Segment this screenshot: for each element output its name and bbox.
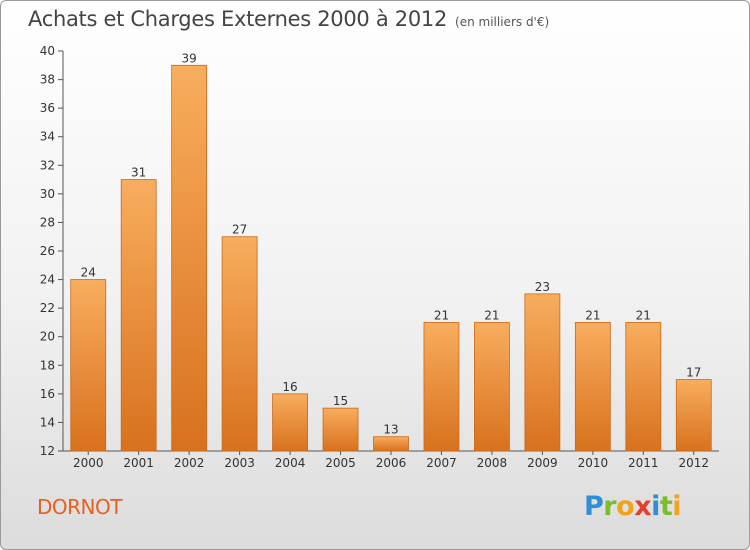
logo-letter: x [634,491,651,522]
y-tick-label: 16 [40,387,55,401]
y-tick-label: 38 [40,73,55,87]
bar [424,322,459,451]
labels: 24 2000 31 2001 39 2002 27 2003 16 2004 15 2005 13 20… [73,51,709,470]
bar-value-label: 21 [636,308,651,322]
x-tick-label: 2001 [123,456,154,470]
x-tick-label: 2003 [224,456,255,470]
bar-value-label: 17 [686,366,701,380]
bar-value-label: 39 [182,51,197,65]
x-tick-label: 2006 [376,456,407,470]
logo-letter: P [584,491,603,522]
x-tick-label: 2005 [325,456,356,470]
y-tick-label: 34 [40,130,55,144]
y-tick-label: 20 [40,330,55,344]
bar [222,237,257,451]
bar [676,380,711,451]
bar-value-label: 24 [81,266,96,280]
bar [121,180,156,451]
logo-letter: t [660,491,672,522]
y-tick-label: 22 [40,301,55,315]
logo-letter: o [616,491,634,522]
commune-name: DORNOT [37,495,122,519]
bar-value-label: 21 [434,308,449,322]
x-tick-label: 2009 [527,456,558,470]
y-tick-label: 30 [40,187,55,201]
logo-letter: r [603,491,616,522]
y-tick-label: 12 [40,444,55,458]
x-tick-label: 2008 [477,456,508,470]
x-tick-label: 2010 [578,456,609,470]
y-tick-label: 14 [40,415,55,429]
x-tick-label: 2007 [426,456,457,470]
bar [71,280,106,451]
y-tick-label: 26 [40,244,55,258]
x-tick-label: 2011 [628,456,659,470]
x-tick-label: 2004 [275,456,306,470]
y-tick-label: 24 [40,273,55,287]
y-tick-label: 32 [40,158,55,172]
chart-frame: Achats et Charges Externes 2000 à 2012 (e… [0,0,750,550]
bar-value-label: 27 [232,223,247,237]
y-tick-label: 40 [40,44,55,58]
logo-letter: i [672,491,681,522]
bar-value-label: 21 [484,308,499,322]
bar [172,65,207,451]
bar-value-label: 16 [282,380,297,394]
bar-value-label: 23 [535,280,550,294]
bar [525,294,560,451]
bar-value-label: 31 [131,166,146,180]
bar-value-label: 15 [333,394,348,408]
bar [626,322,661,451]
y-tick-label: 18 [40,358,55,372]
y-tick-label: 28 [40,215,55,229]
bar-value-label: 13 [383,423,398,437]
x-tick-label: 2012 [678,456,709,470]
bar [474,322,509,451]
bar [374,437,409,451]
bar [575,322,610,451]
proxiti-logo: Proxiti [584,491,681,522]
x-tick-label: 2002 [174,456,205,470]
bar [323,408,358,451]
logo-letter: i [651,491,660,522]
x-tick-label: 2000 [73,456,104,470]
bar [273,394,308,451]
bar-value-label: 21 [585,308,600,322]
bars [71,65,712,451]
y-tick-label: 36 [40,101,55,115]
bar-chart: 121416182022242628303234363840 242000312… [1,1,750,550]
